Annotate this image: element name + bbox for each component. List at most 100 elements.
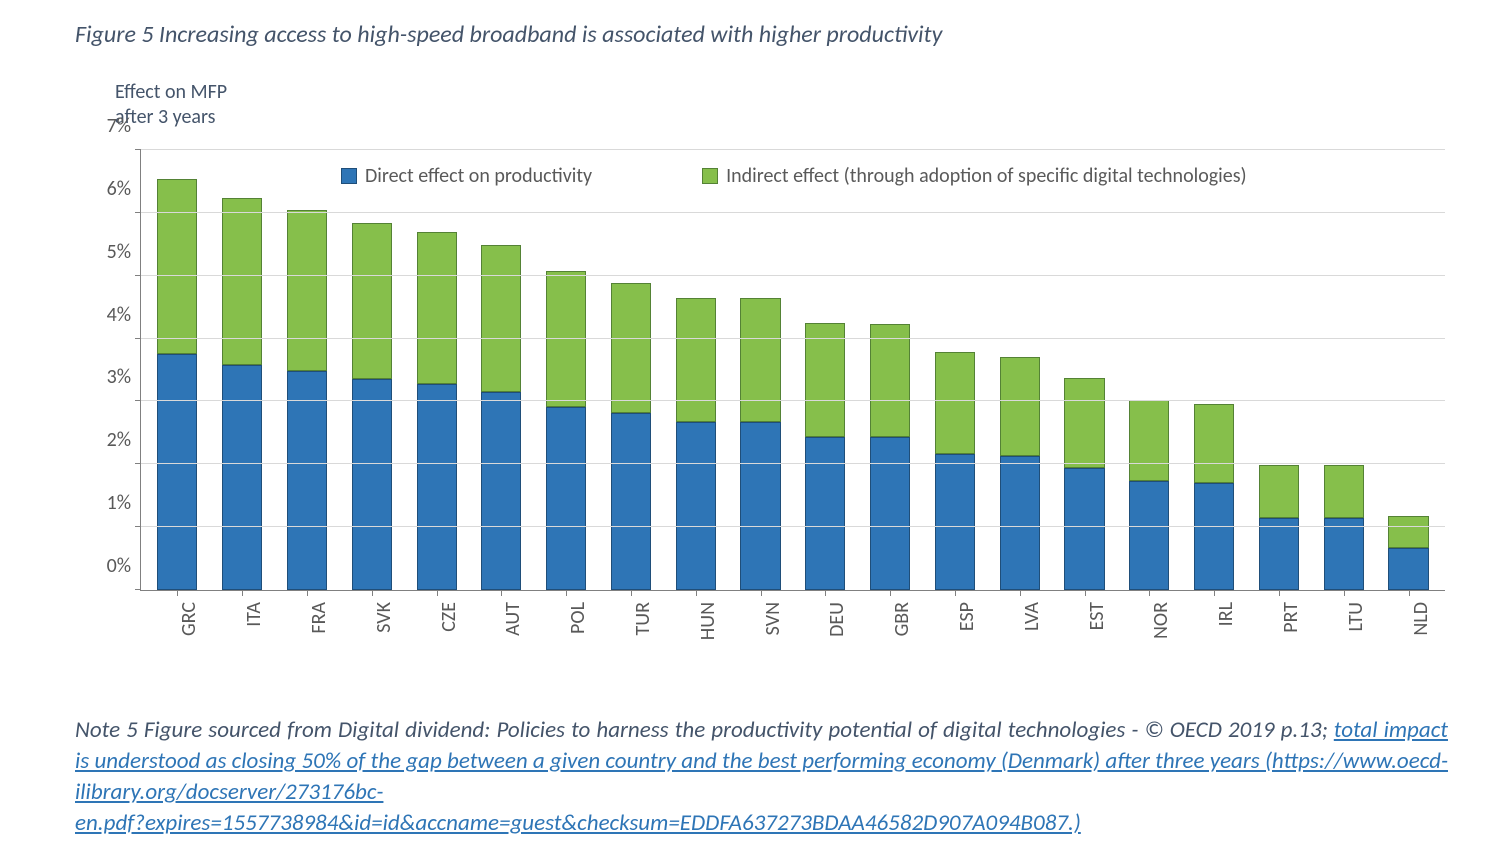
- bar-slot: EST: [1052, 150, 1117, 590]
- x-tick-mark: [177, 590, 178, 596]
- bar: [1324, 465, 1364, 590]
- x-tick-mark: [372, 590, 373, 596]
- bar-segment-direct: [157, 354, 197, 590]
- x-tick-label: GBR: [890, 602, 914, 636]
- figure-title: Figure 5 Increasing access to high-speed…: [75, 20, 1448, 49]
- bar-segment-direct: [740, 422, 780, 590]
- bar: [352, 223, 392, 590]
- bar-segment-indirect: [870, 324, 910, 437]
- y-tick-mark: [135, 400, 141, 401]
- y-tick-mark: [135, 463, 141, 464]
- bar-slot: GBR: [858, 150, 923, 590]
- bar: [417, 232, 457, 590]
- bar-slot: POL: [534, 150, 599, 590]
- bar-segment-indirect: [1129, 400, 1169, 481]
- bar: [1259, 465, 1299, 590]
- y-tick-mark: [135, 149, 141, 150]
- bar-slot: FRA: [275, 150, 340, 590]
- x-tick-mark: [242, 590, 243, 596]
- x-tick-label: LVA: [1020, 602, 1044, 631]
- x-tick-label: SVN: [761, 602, 785, 635]
- bar-segment-indirect: [352, 223, 392, 380]
- bar: [805, 323, 845, 590]
- x-tick-mark: [696, 590, 697, 596]
- bar: [1388, 516, 1428, 590]
- y-tick-label: 5%: [107, 240, 131, 264]
- bar-segment-direct: [1324, 518, 1364, 590]
- x-tick-label: CZE: [437, 602, 461, 632]
- bar-segment-indirect: [611, 283, 651, 414]
- gridline: [141, 526, 1445, 527]
- bar-slot: AUT: [469, 150, 534, 590]
- x-tick-mark: [631, 590, 632, 596]
- bar: [546, 271, 586, 590]
- y-tick-mark: [135, 275, 141, 276]
- x-tick-mark: [1085, 590, 1086, 596]
- x-tick-label: SVK: [372, 602, 396, 633]
- x-tick-mark: [1214, 590, 1215, 596]
- x-tick-mark: [1409, 590, 1410, 596]
- bar: [157, 179, 197, 590]
- x-tick-mark: [1149, 590, 1150, 596]
- legend-swatch-indirect-icon: [702, 168, 718, 184]
- x-tick-label: PRT: [1279, 602, 1303, 633]
- bar-segment-direct: [1259, 518, 1299, 590]
- x-tick-label: NOR: [1149, 602, 1173, 639]
- bar-segment-indirect: [740, 298, 780, 422]
- x-tick-label: GRC: [177, 602, 201, 636]
- bar-segment-indirect: [1000, 357, 1040, 456]
- y-tick-label: 1%: [107, 491, 131, 515]
- bar-segment-direct: [1000, 456, 1040, 590]
- x-tick-mark: [1344, 590, 1345, 596]
- y-tick-mark: [135, 212, 141, 213]
- bar-slot: NOR: [1117, 150, 1182, 590]
- y-tick-label: 6%: [107, 177, 131, 201]
- bar: [1000, 357, 1040, 590]
- x-tick-mark: [1020, 590, 1021, 596]
- bar-slot: IRL: [1182, 150, 1247, 590]
- gridline: [141, 463, 1445, 464]
- note-link-cont[interactable]: en.pdf?expires=1557738984&id=id&accname=…: [75, 809, 1081, 837]
- x-tick-mark: [566, 590, 567, 596]
- x-tick-label: AUT: [501, 602, 525, 636]
- bar-segment-direct: [1388, 548, 1428, 590]
- bar: [1064, 378, 1104, 590]
- bar: [1194, 404, 1234, 590]
- bar: [1129, 400, 1169, 590]
- bar-segment-indirect: [157, 179, 197, 354]
- bar-slot: ESP: [923, 150, 988, 590]
- bar-slot: NLD: [1376, 150, 1441, 590]
- bar-slot: HUN: [663, 150, 728, 590]
- legend: Direct effect on productivity Indirect e…: [341, 164, 1435, 188]
- bar: [481, 245, 521, 590]
- y-tick-label: 4%: [107, 303, 131, 327]
- x-tick-mark: [761, 590, 762, 596]
- x-tick-mark: [307, 590, 308, 596]
- x-tick-label: ESP: [955, 602, 979, 631]
- y-tick-mark: [135, 526, 141, 527]
- bar: [222, 198, 262, 590]
- x-tick-mark: [1279, 590, 1280, 596]
- bar-slot: ITA: [210, 150, 275, 590]
- bar-segment-direct: [1064, 468, 1104, 590]
- bar-segment-direct: [352, 379, 392, 590]
- gridline: [141, 149, 1445, 150]
- bar-slot: PRT: [1247, 150, 1312, 590]
- bar-segment-indirect: [222, 198, 262, 365]
- bar-segment-indirect: [1259, 465, 1299, 518]
- x-tick-label: IRL: [1214, 602, 1238, 626]
- x-tick-mark: [825, 590, 826, 596]
- gridline: [141, 338, 1445, 339]
- gridline: [141, 212, 1445, 213]
- bar-slot: DEU: [793, 150, 858, 590]
- x-tick-mark: [955, 590, 956, 596]
- y-tick-label: 3%: [107, 365, 131, 389]
- bar-segment-indirect: [935, 352, 975, 453]
- y-tick-mark: [135, 338, 141, 339]
- bar-slot: SVK: [339, 150, 404, 590]
- bar-slot: TUR: [599, 150, 664, 590]
- bar-segment-indirect: [1388, 516, 1428, 547]
- bar-segment-indirect: [676, 298, 716, 422]
- bar-segment-direct: [1194, 483, 1234, 590]
- bar: [935, 352, 975, 590]
